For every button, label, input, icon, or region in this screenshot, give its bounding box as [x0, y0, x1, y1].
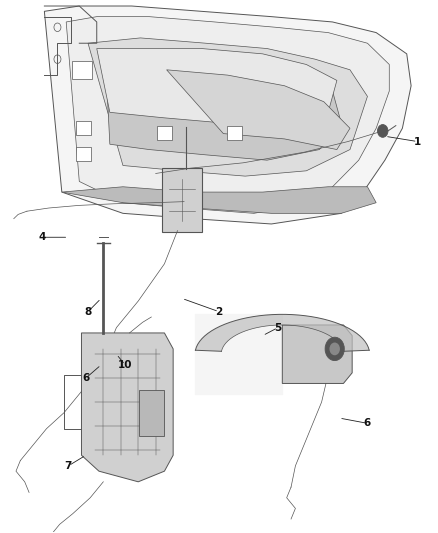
- Polygon shape: [166, 70, 350, 150]
- FancyBboxPatch shape: [76, 121, 91, 135]
- Text: 10: 10: [118, 360, 132, 370]
- FancyBboxPatch shape: [72, 61, 92, 79]
- Circle shape: [329, 343, 340, 356]
- FancyBboxPatch shape: [227, 126, 242, 140]
- Text: 5: 5: [274, 322, 282, 333]
- Text: 8: 8: [85, 306, 92, 317]
- Polygon shape: [81, 333, 173, 482]
- Polygon shape: [283, 325, 352, 383]
- Polygon shape: [97, 49, 337, 128]
- Circle shape: [378, 125, 388, 138]
- Polygon shape: [44, 6, 411, 224]
- FancyBboxPatch shape: [76, 148, 91, 161]
- Text: 6: 6: [364, 418, 371, 429]
- Text: 1: 1: [414, 136, 421, 147]
- Circle shape: [325, 337, 344, 361]
- Text: 6: 6: [82, 373, 89, 383]
- FancyBboxPatch shape: [157, 126, 172, 140]
- Text: 2: 2: [215, 306, 223, 317]
- Polygon shape: [62, 187, 376, 213]
- Polygon shape: [88, 38, 367, 176]
- Text: 4: 4: [39, 232, 46, 243]
- Polygon shape: [106, 54, 341, 160]
- FancyBboxPatch shape: [139, 390, 163, 435]
- Text: 7: 7: [65, 461, 72, 471]
- Polygon shape: [195, 314, 369, 351]
- Polygon shape: [66, 17, 389, 213]
- FancyBboxPatch shape: [162, 168, 202, 232]
